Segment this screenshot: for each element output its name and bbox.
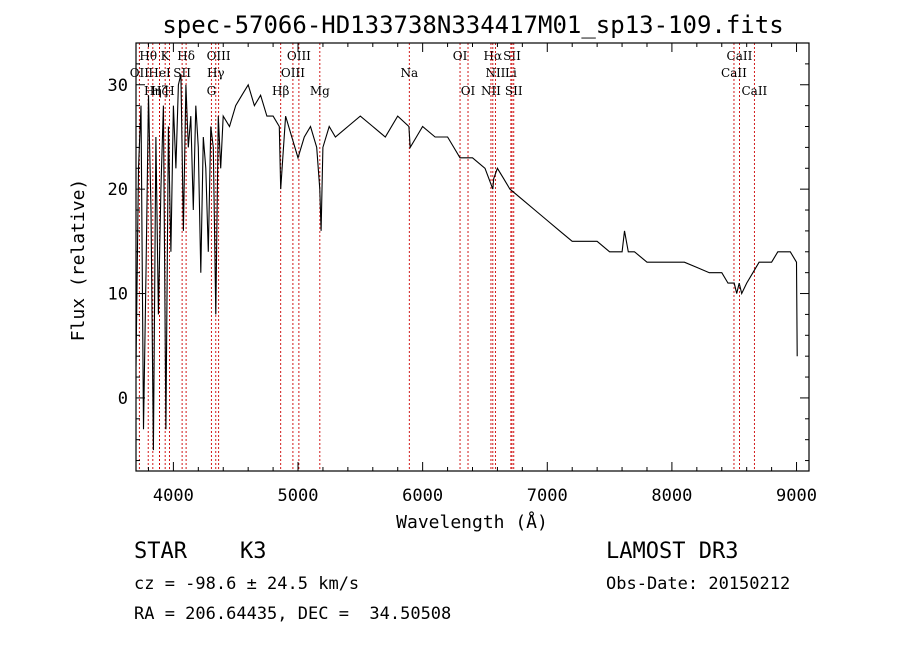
line-label-25: NII (481, 84, 501, 98)
chart-title: spec-57066-HD133738N334417M01_sp13-109.f… (162, 11, 783, 39)
line-label-0: Hθ (139, 49, 157, 63)
line-label-7: SII (503, 49, 521, 63)
line-label-24: OI (461, 84, 476, 98)
subclass: K3 (240, 539, 267, 564)
line-label-13: OIII (281, 66, 305, 80)
obs-date: Obs-Date: 20150212 (606, 574, 791, 594)
y-axis-label: Flux (relative) (68, 179, 89, 342)
line-label-14: Na (400, 66, 418, 80)
line-label-20: H (164, 84, 174, 98)
x-tick-label-5: 9000 (776, 486, 817, 506)
series-line-0 (136, 74, 798, 451)
redshift-readout: cz = -98.6 ± 24.5 km/s (134, 574, 360, 594)
line-label-15: NII (485, 66, 505, 80)
line-label-18: Hη (144, 84, 162, 98)
plot-frame (135, 42, 810, 472)
y-tick-label-0: 0 (118, 389, 128, 409)
line-label-9: OII (130, 66, 150, 80)
line-label-17: CaII (721, 66, 747, 80)
line-label-5: OI (453, 49, 468, 63)
x-tick-label-2: 6000 (402, 486, 443, 506)
x-tick-label-0: 4000 (153, 486, 194, 506)
line-label-6: Hα (484, 49, 503, 63)
x-tick-label-3: 7000 (527, 486, 568, 506)
coordinates: RA = 206.64435, DEC = 34.50508 (134, 604, 452, 624)
line-label-8: CaII (727, 49, 753, 63)
series-group (136, 74, 798, 451)
line-label-26: SII (505, 84, 523, 98)
x-tick-label-1: 5000 (278, 486, 319, 506)
line-label-3: OIII (207, 49, 231, 63)
line-label-23: Mg (310, 84, 330, 98)
y-tick-label-1: 10 (108, 285, 128, 305)
y-tick-label-3: 30 (108, 76, 128, 96)
line-label-2: Hδ (177, 49, 195, 63)
line-label-16: Li (505, 66, 517, 80)
line-label-22: Hβ (272, 84, 289, 98)
x-tick-label-4: 8000 (651, 486, 692, 506)
line-label-4: OIII (287, 49, 311, 63)
line-label-27: CaII (741, 84, 767, 98)
line-label-11: SII (173, 66, 191, 80)
y-tick-label-2: 20 (108, 180, 128, 200)
line-label-19: Hζ (151, 84, 168, 98)
axes-ticks: 4000 5000 6000 7000 8000 9000 0 10 20 30 (108, 42, 817, 506)
object-class: STAR (134, 539, 187, 564)
line-label-1: K (161, 49, 171, 63)
line-label-12: Hγ (207, 66, 225, 80)
survey-label: LAMOST DR3 (606, 539, 739, 564)
x-axis-label: Wavelength (Å) (396, 511, 548, 533)
line-label-21: G (207, 84, 217, 98)
